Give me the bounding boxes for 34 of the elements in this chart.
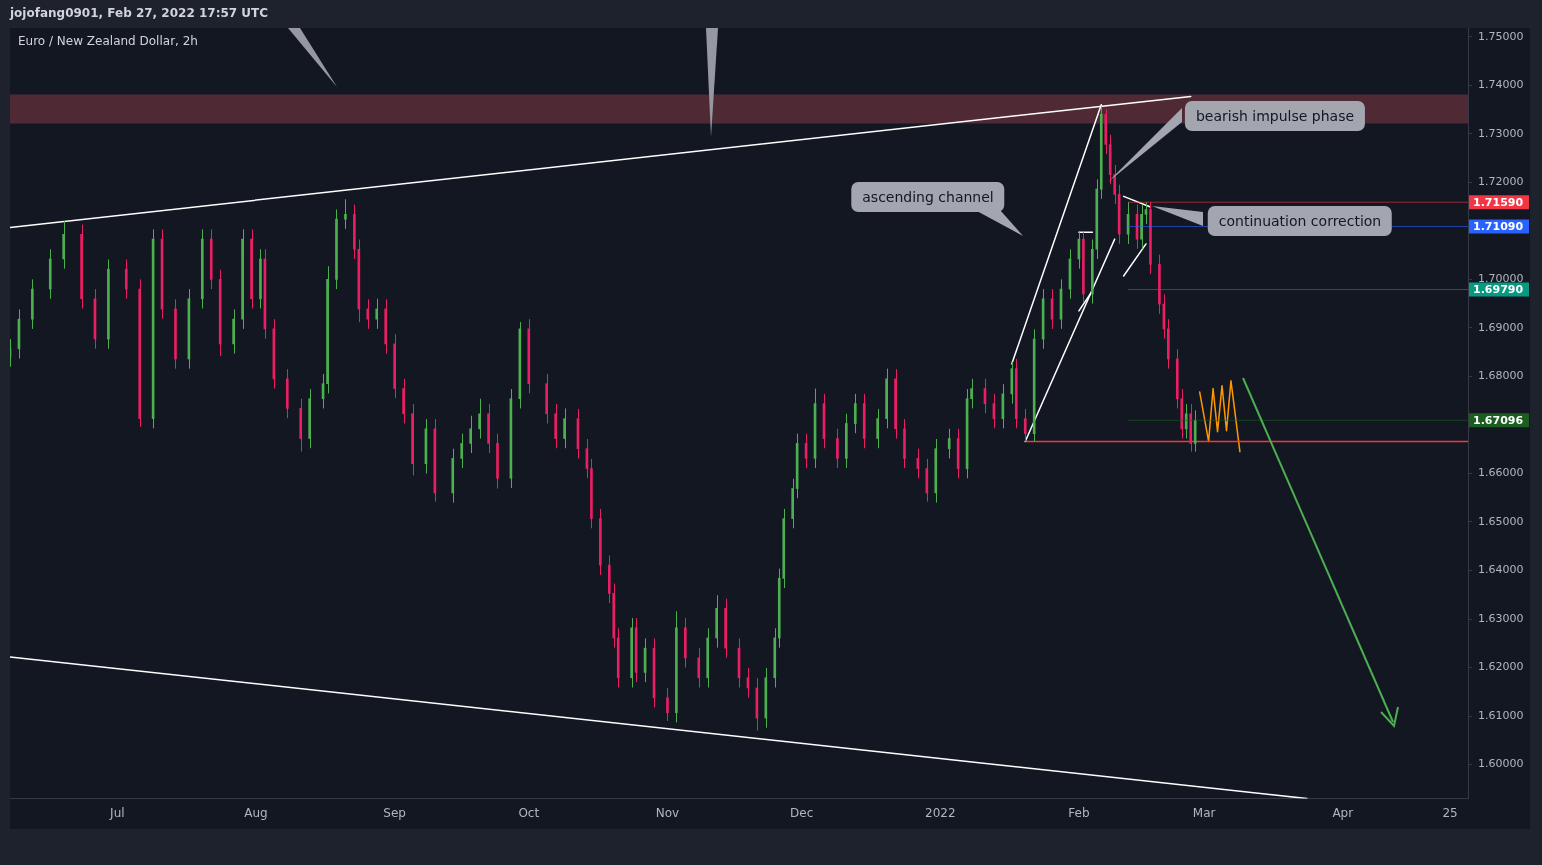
- x-tick-label: 2022: [924, 805, 956, 820]
- x-tick-label: Dec: [790, 805, 814, 820]
- y-tick-label: 1.75000: [1478, 29, 1524, 43]
- annotation: ascending channel: [851, 182, 1005, 212]
- y-tick-label: 1.60000: [1478, 757, 1524, 771]
- x-tick-label: Feb: [1068, 805, 1090, 820]
- y-tick-label: 1.74000: [1478, 78, 1524, 92]
- annotation: continuation correction: [1207, 206, 1393, 236]
- annotation: bearish impulse phase: [1184, 101, 1366, 131]
- y-tick-label: 1.68000: [1478, 369, 1524, 383]
- x-tick-label: 25: [1442, 805, 1458, 820]
- x-tick-label: Apr: [1332, 805, 1354, 820]
- y-tick-label: 1.66000: [1478, 466, 1524, 480]
- ref-line-label: 1.69790: [1473, 283, 1524, 297]
- ref-line-label: 1.71590: [1473, 196, 1524, 210]
- y-tick-label: 1.72000: [1478, 175, 1524, 189]
- x-tick-label: Mar: [1192, 805, 1216, 820]
- x-tick-label: Nov: [655, 805, 680, 820]
- x-tick-label: Sep: [383, 805, 406, 820]
- text: Euro / New Zealand Dollar, 2h: [18, 34, 198, 48]
- y-tick-label: 1.63000: [1478, 611, 1524, 625]
- y-tick-label: 1.61000: [1478, 708, 1524, 722]
- x-tick-label: Aug: [244, 805, 268, 820]
- y-tick-label: 1.70000: [1478, 272, 1524, 286]
- y-tick-label: 1.73000: [1478, 126, 1524, 140]
- y-tick-label: 1.69000: [1478, 320, 1524, 334]
- ref-line-label: 1.71090: [1473, 220, 1524, 234]
- y-tick-label: 1.65000: [1478, 514, 1524, 528]
- ref-line-label: 1.67096: [1473, 414, 1524, 428]
- chart-subtitle: jojofang0901, Feb 27, 2022 17:57 UTC: [10, 6, 269, 20]
- x-tick-label: Oct: [518, 805, 540, 820]
- x-tick-label: Jul: [109, 805, 125, 820]
- y-tick-label: 1.64000: [1478, 563, 1524, 577]
- y-tick-label: 1.62000: [1478, 660, 1524, 674]
